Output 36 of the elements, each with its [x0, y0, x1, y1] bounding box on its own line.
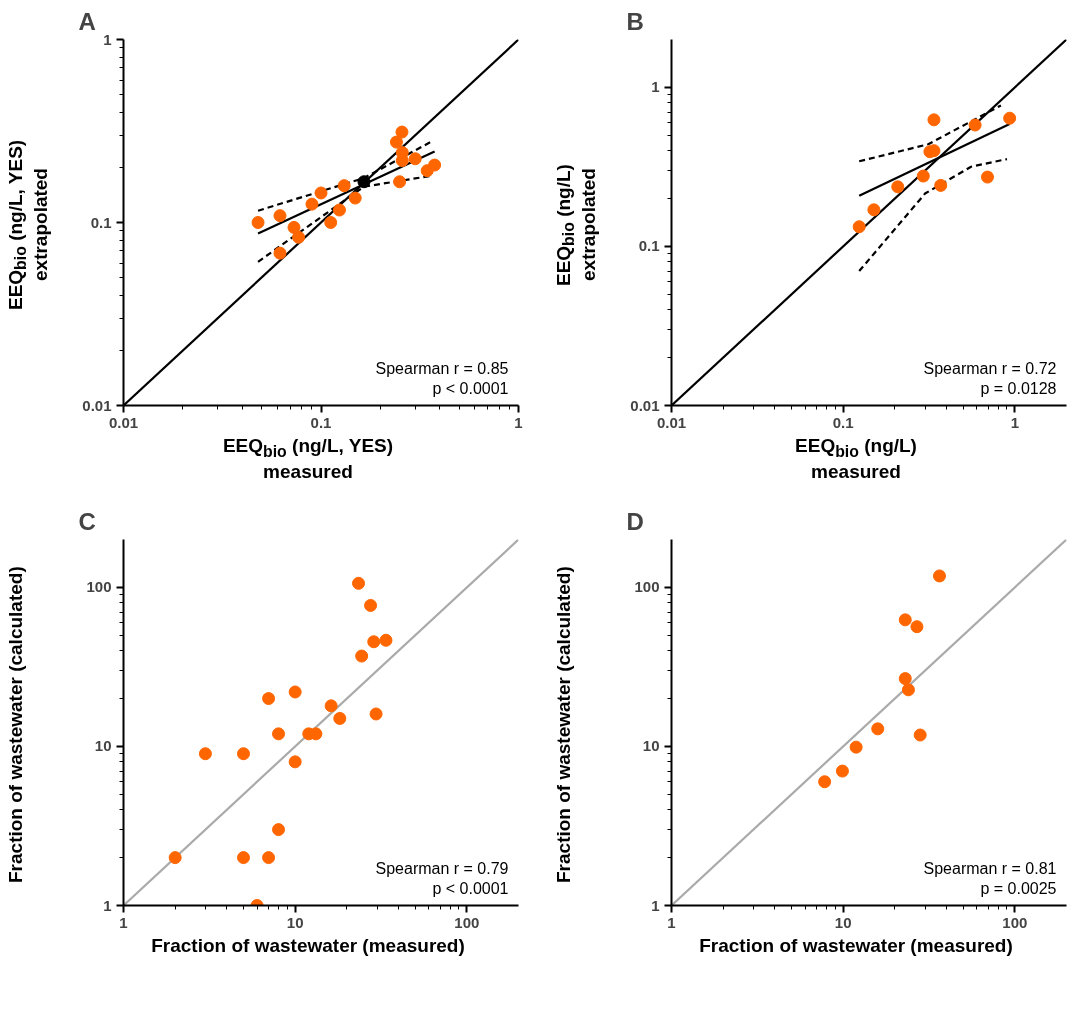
y-tick-label: 10: [94, 737, 112, 755]
y-tick-label: 1: [651, 78, 660, 96]
x-tick-label: 1: [667, 913, 676, 931]
annotation: Spearman r = 0.72 p = 0.0128: [923, 360, 1057, 398]
y-tick-label: 1: [103, 896, 112, 914]
x-tick-label: 1: [119, 913, 128, 931]
x-tick-label: 10: [834, 913, 852, 931]
y-tick-label: 10: [642, 737, 660, 755]
y-tick-label: 0.01: [630, 396, 660, 414]
annotation: Spearman r = 0.81 p = 0.0025: [923, 860, 1057, 898]
y-tick-label: 0.01: [82, 396, 112, 414]
chart-title: C: [78, 507, 96, 535]
y-tick-label: 0.1: [638, 237, 660, 255]
x-tick-label: 1: [1010, 413, 1019, 431]
x-tick-label: 1: [514, 413, 523, 431]
x-axis-title: Fraction of wastewater (measured): [698, 935, 1014, 957]
x-tick-label: 100: [454, 913, 480, 931]
x-tick-label: 0.1: [832, 413, 854, 431]
y-tick-label: 100: [86, 578, 112, 596]
x-axis-title: Fraction of wastewater (measured): [150, 935, 466, 957]
y-tick-label: 0.1: [90, 213, 112, 231]
x-tick-label: 0.1: [310, 413, 332, 431]
chart-title: D: [626, 507, 644, 535]
y-tick-label: 1: [103, 30, 112, 48]
x-tick-label: 10: [286, 913, 304, 931]
y-axis-title: Fraction of wastewater (calculated): [553, 565, 575, 886]
y-tick-label: 1: [651, 896, 660, 914]
y-tick-label: 100: [634, 578, 660, 596]
chart-title: A: [78, 7, 96, 35]
x-tick-label: 100: [1002, 913, 1028, 931]
x-axis-title: EEQ$_{bio}$ (ng/L) measured: [794, 435, 918, 483]
x-axis-title: EEQ$_{bio}$ (ng/L, YES) measured: [221, 435, 395, 483]
annotation: Spearman r = 0.85 p < 0.0001: [375, 360, 509, 398]
chart-title: B: [626, 7, 644, 35]
annotation: Spearman r = 0.79 p < 0.0001: [375, 860, 509, 898]
y-axis-title: Fraction of wastewater (calculated): [5, 565, 27, 886]
